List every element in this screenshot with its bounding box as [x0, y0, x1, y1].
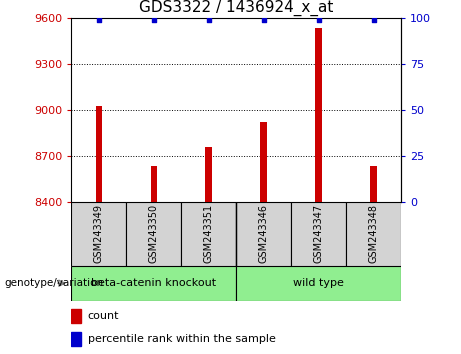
Text: wild type: wild type [293, 278, 344, 288]
Text: GSM243346: GSM243346 [259, 204, 269, 263]
Bar [95, 106, 102, 202]
Bar [151, 166, 157, 202]
Bar [346, 202, 401, 266]
Bar [236, 202, 291, 266]
Text: GSM243348: GSM243348 [369, 204, 378, 263]
Bar [370, 166, 377, 202]
Text: GSM243351: GSM243351 [204, 204, 214, 263]
Point [315, 17, 322, 22]
Bar [236, 266, 401, 301]
Bar [315, 28, 322, 202]
Bar [181, 202, 236, 266]
Text: beta-catenin knockout: beta-catenin knockout [91, 278, 216, 288]
Bar [71, 202, 126, 266]
Point [370, 17, 377, 22]
Title: GDS3322 / 1436924_x_at: GDS3322 / 1436924_x_at [139, 0, 333, 16]
Point [260, 17, 267, 22]
Text: genotype/variation: genotype/variation [5, 278, 104, 288]
Bar [291, 202, 346, 266]
Bar [126, 202, 181, 266]
Point [205, 17, 213, 22]
Text: GSM243347: GSM243347 [313, 204, 324, 263]
Bar [260, 122, 267, 202]
Point [150, 17, 158, 22]
Text: count: count [88, 311, 119, 321]
Text: GSM243349: GSM243349 [94, 204, 104, 263]
Text: percentile rank within the sample: percentile rank within the sample [88, 334, 276, 344]
Point [95, 17, 103, 22]
Bar [71, 266, 236, 301]
Text: GSM243350: GSM243350 [149, 204, 159, 263]
Bar [206, 147, 212, 202]
Bar [71, 309, 81, 323]
Bar [71, 332, 81, 346]
